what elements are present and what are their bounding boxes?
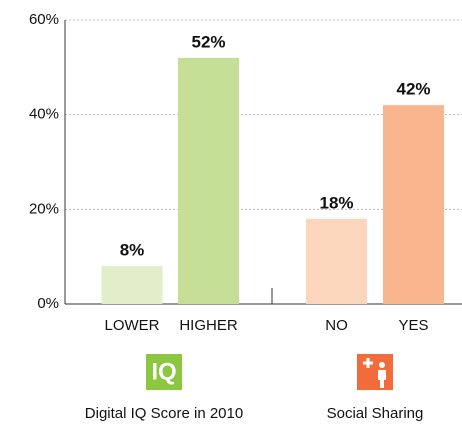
bar xyxy=(383,105,444,304)
value-label: 52% xyxy=(191,32,225,51)
y-tick-label: 20% xyxy=(29,200,59,217)
plus xyxy=(363,358,373,368)
x-tick-label: HIGHER xyxy=(179,317,238,334)
iq-icon xyxy=(146,354,182,390)
iq-icon-text: IQ xyxy=(151,358,176,385)
x-tick-label: LOWER xyxy=(104,317,159,334)
share-icon xyxy=(357,354,393,390)
y-tick-label: 0% xyxy=(37,295,59,312)
person-head xyxy=(379,362,385,368)
person-body xyxy=(378,370,386,388)
bar xyxy=(306,218,367,304)
x-tick-label: NO xyxy=(325,317,348,334)
value-label: 42% xyxy=(396,80,430,99)
value-label: 18% xyxy=(319,193,353,212)
y-tick-label: 60% xyxy=(29,11,59,28)
group-label: Digital IQ Score in 2010 xyxy=(85,405,243,422)
group-label: Social Sharing xyxy=(327,405,424,422)
y-tick-label: 40% xyxy=(29,106,59,123)
bar xyxy=(101,266,163,304)
x-tick-label: YES xyxy=(398,317,428,334)
bar xyxy=(178,57,239,304)
value-label: 8% xyxy=(120,241,145,260)
